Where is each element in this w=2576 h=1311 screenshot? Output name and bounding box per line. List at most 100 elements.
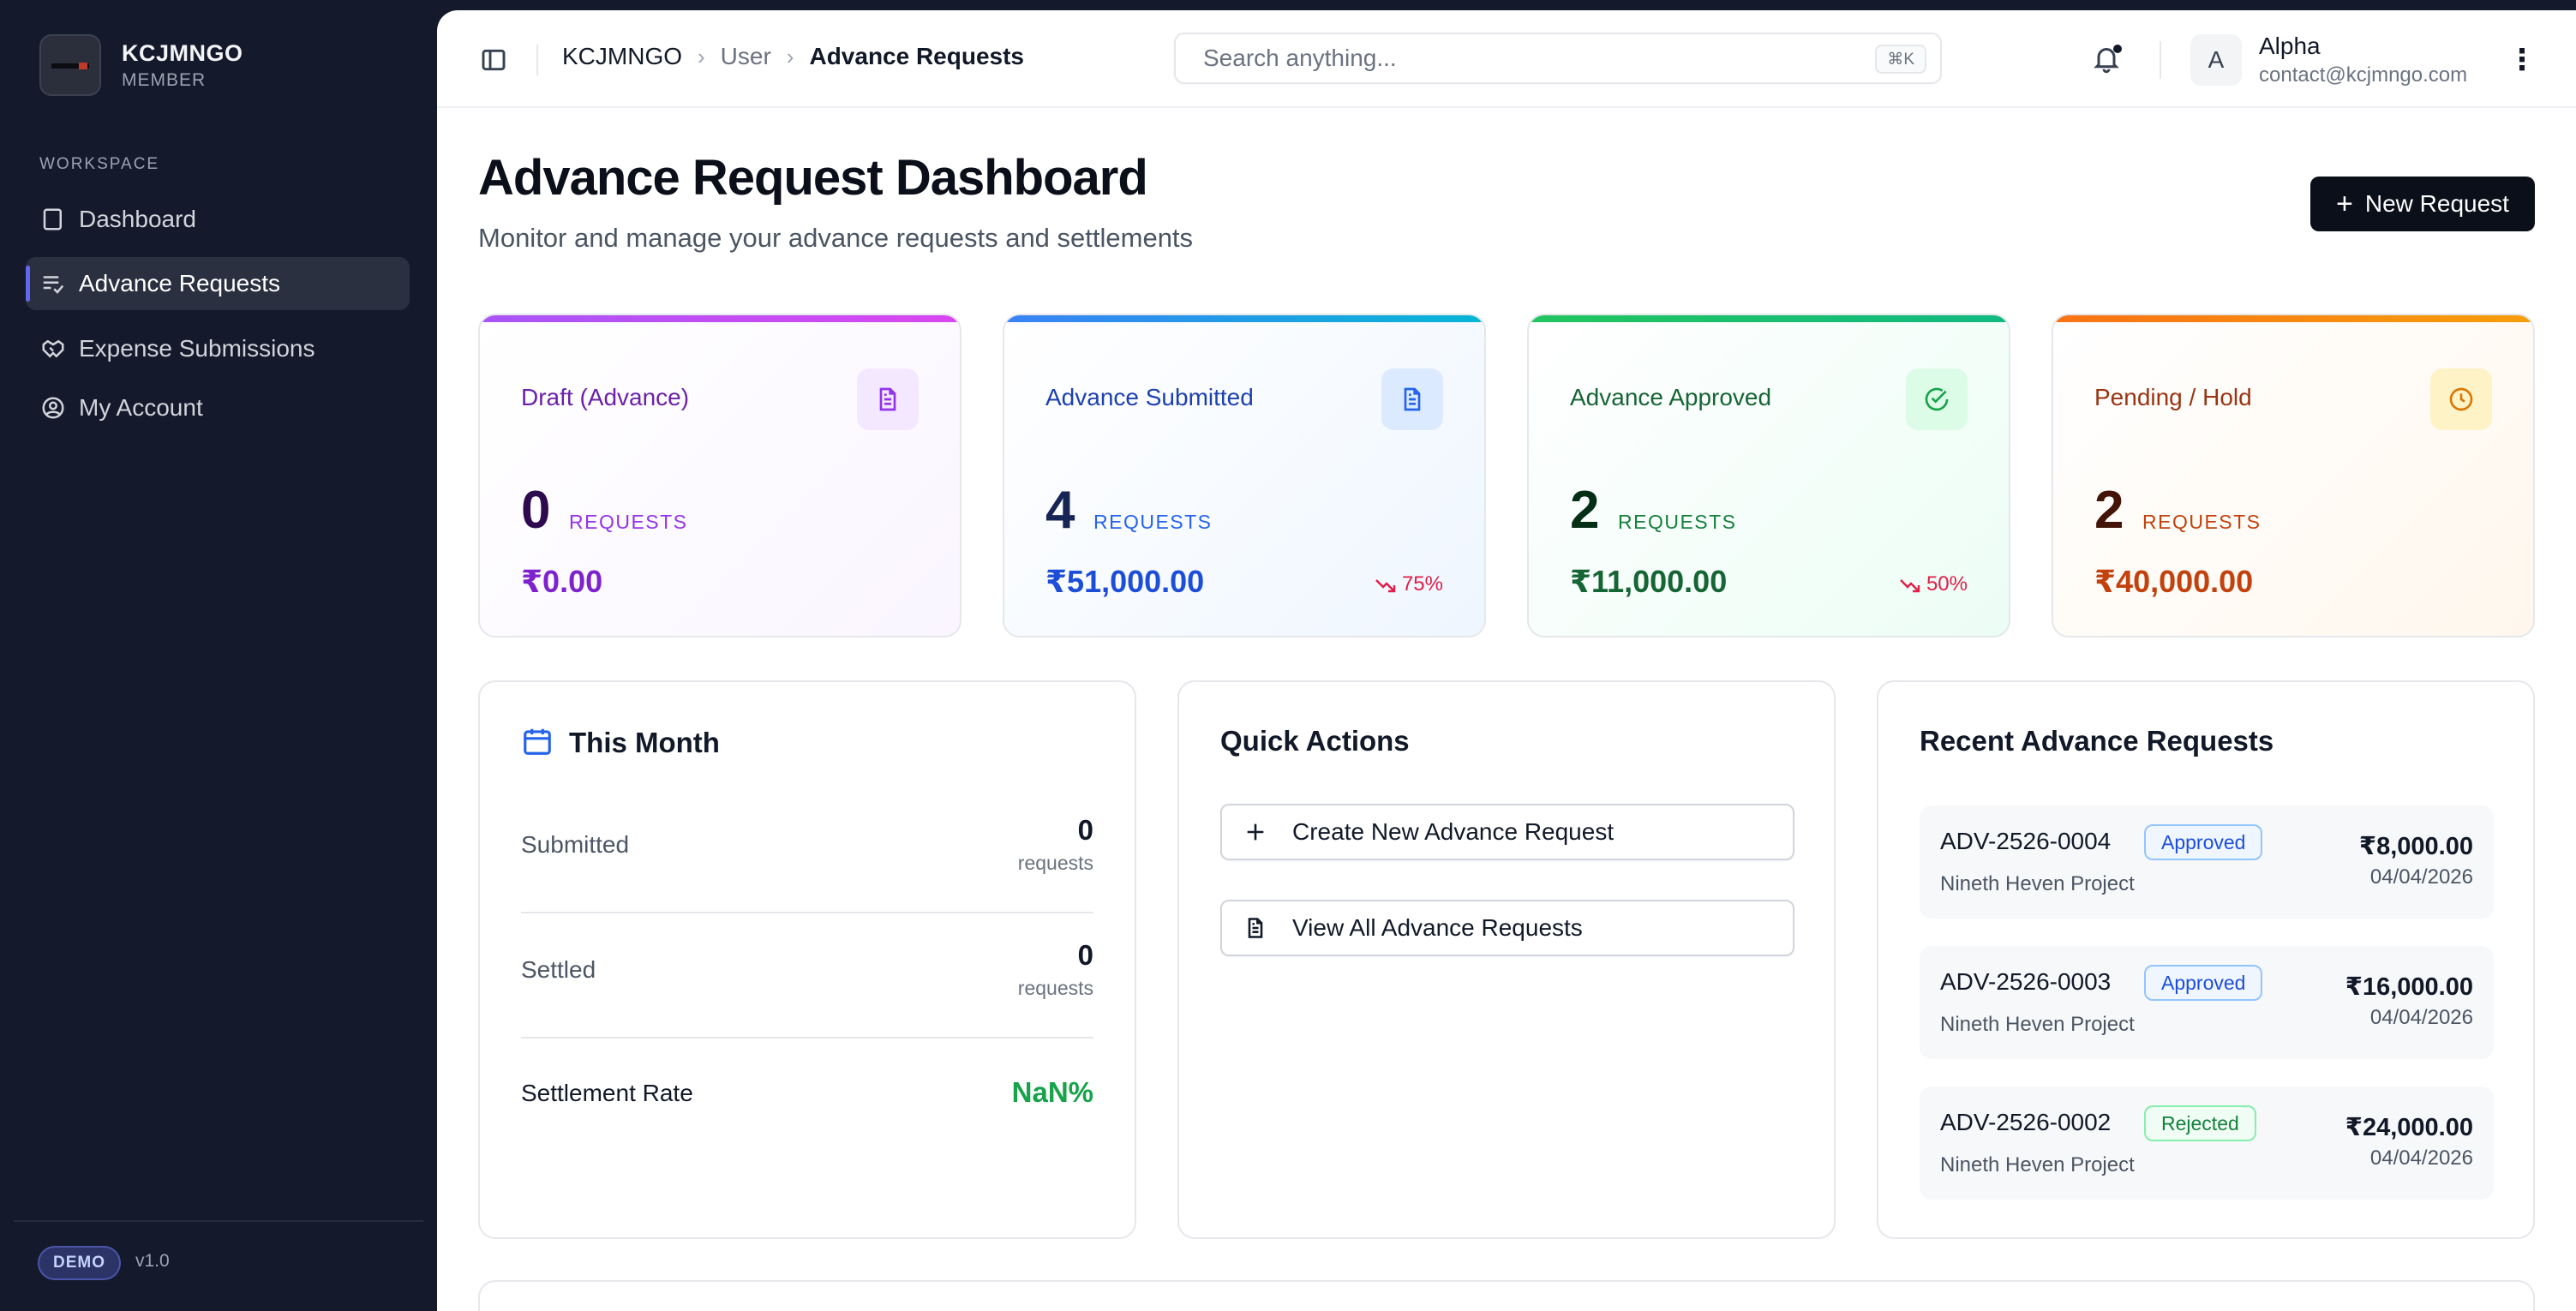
breadcrumb: KCJMNGO › User › Advance Requests xyxy=(562,43,1024,70)
brand-logo xyxy=(39,34,101,96)
sidebar-item-my-account[interactable]: My Account xyxy=(26,381,410,434)
stat-label: Advance Approved xyxy=(1570,384,1772,410)
panel-title: Quick Actions xyxy=(1220,725,1410,757)
sidebar-item-dashboard[interactable]: Dashboard xyxy=(26,193,410,246)
status-badge: Approved xyxy=(2144,824,2263,860)
settlement-rate-label: Settlement Rate xyxy=(521,1080,693,1106)
stat-count: 2 xyxy=(2094,481,2124,540)
chevron-right-icon: › xyxy=(786,43,794,69)
calendar-icon xyxy=(521,725,554,757)
demo-badge: DEMO xyxy=(38,1246,121,1280)
breadcrumb-item[interactable]: KCJMNGO xyxy=(562,43,682,69)
request-id: ADV-2526-0004 xyxy=(1940,828,2112,854)
sidebar-divider xyxy=(14,1220,423,1222)
button-label: View All Advance Requests xyxy=(1292,914,1583,941)
list-check-icon xyxy=(39,270,67,297)
request-project: Nineth Heven Project xyxy=(1940,872,2135,895)
month-row-value: 0 xyxy=(1077,939,1093,971)
user-circle-icon xyxy=(39,394,67,422)
list-item[interactable]: ADV-2526-0003 Approved Nineth Heven Proj… xyxy=(1920,946,2494,1059)
this-month-panel: This Month Submitted 0 requests Settled … xyxy=(478,680,1136,1239)
sidebar-item-label: Dashboard xyxy=(79,206,196,232)
status-badge: Approved xyxy=(2144,965,2263,1001)
view-all-advance-requests-button[interactable]: View All Advance Requests xyxy=(1220,900,1794,956)
search-input[interactable]: Search anything... ⌘K xyxy=(1174,33,1942,84)
request-amount: ₹24,000.00 xyxy=(2345,1114,2473,1141)
stat-card-approved[interactable]: Advance Approved 2 REQUESTS ₹11,000.00 5… xyxy=(1527,314,2010,638)
divider xyxy=(2160,41,2161,79)
brand[interactable]: KCJMNGO MEMBER xyxy=(39,34,243,96)
stat-label: Pending / Hold xyxy=(2094,384,2252,410)
request-project: Nineth Heven Project xyxy=(1940,1153,2135,1176)
sidebar-item-label: My Account xyxy=(79,394,203,421)
topbar: KCJMNGO › User › Advance Requests Search… xyxy=(437,10,2576,108)
stat-unit: REQUESTS xyxy=(1093,511,1213,533)
recent-requests-panel: Recent Advance Requests ADV-2526-0004 Ap… xyxy=(1877,680,2535,1239)
notification-bell-icon[interactable] xyxy=(2091,43,2125,77)
request-id: ADV-2526-0003 xyxy=(1940,968,2112,995)
chevron-right-icon: › xyxy=(698,43,705,69)
stat-trend-value: 50% xyxy=(1926,572,1968,596)
stat-amount: ₹40,000.00 xyxy=(2094,564,2254,599)
new-request-button[interactable]: + New Request xyxy=(2310,177,2535,231)
avatar[interactable]: A xyxy=(2190,34,2242,86)
search-shortcut: ⌘K xyxy=(1875,45,1926,74)
trending-down-icon xyxy=(1375,579,1396,593)
stat-unit: REQUESTS xyxy=(569,511,688,533)
panel-title: Recent Advance Requests xyxy=(1920,725,2274,757)
page-subtitle: Monitor and manage your advance requests… xyxy=(478,223,1194,253)
search-placeholder: Search anything... xyxy=(1203,45,1397,71)
panel-title: This Month xyxy=(569,727,720,758)
square-icon xyxy=(39,206,67,233)
user-email: contact@kcjmngo.com xyxy=(2259,63,2468,87)
list-item[interactable]: ADV-2526-0002 Rejected Nineth Heven Proj… xyxy=(1920,1087,2494,1200)
brand-name: KCJMNGO xyxy=(122,39,243,66)
user-name: Alpha xyxy=(2259,33,2321,59)
stat-unit: REQUESTS xyxy=(2142,511,2261,533)
document-icon xyxy=(1243,915,1268,941)
main-content: KCJMNGO › User › Advance Requests Search… xyxy=(437,10,2576,1311)
divider xyxy=(521,912,1093,913)
list-item[interactable]: ADV-2526-0004 Approved Nineth Heven Proj… xyxy=(1920,805,2494,919)
plus-icon: + xyxy=(2336,187,2353,220)
request-date: 04/04/2026 xyxy=(2369,1006,2473,1029)
create-advance-request-button[interactable]: Create New Advance Request xyxy=(1220,804,1794,860)
sidebar-item-advance-requests[interactable]: Advance Requests xyxy=(26,257,410,310)
divider xyxy=(536,45,538,75)
stat-amount: ₹0.00 xyxy=(521,564,603,599)
breadcrumb-current: Advance Requests xyxy=(809,43,1025,69)
sidebar: KCJMNGO MEMBER WORKSPACE Dashboard Advan… xyxy=(0,0,437,1311)
more-options-icon[interactable]: ⋮ xyxy=(2507,44,2537,76)
request-date: 04/04/2026 xyxy=(2369,865,2473,889)
stat-label: Draft (Advance) xyxy=(521,384,690,410)
stat-unit: REQUESTS xyxy=(1618,511,1737,533)
sidebar-item-expense-submissions[interactable]: Expense Submissions xyxy=(26,322,410,375)
brand-role: MEMBER xyxy=(122,69,207,90)
next-panel xyxy=(478,1280,2535,1311)
stat-card-pending[interactable]: Pending / Hold 2 REQUESTS ₹40,000.00 xyxy=(2052,314,2535,638)
sidebar-item-label: Expense Submissions xyxy=(79,335,315,362)
stat-count: 0 xyxy=(521,481,551,540)
sidebar-toggle-icon[interactable] xyxy=(480,46,507,74)
stat-label: Advance Submitted xyxy=(1045,384,1254,410)
handshake-icon xyxy=(39,335,67,362)
clock-icon xyxy=(2430,368,2492,430)
button-label: Create New Advance Request xyxy=(1292,818,1614,845)
document-icon xyxy=(1381,368,1443,430)
stat-card-draft[interactable]: Draft (Advance) 0 REQUESTS ₹0.00 xyxy=(478,314,962,638)
plus-icon xyxy=(1243,819,1268,845)
request-id: ADV-2526-0002 xyxy=(1940,1109,2112,1135)
page-title: Advance Request Dashboard xyxy=(478,150,1148,206)
month-row-value: 0 xyxy=(1077,814,1093,846)
new-request-label: New Request xyxy=(2364,190,2509,217)
stat-trend: 50% xyxy=(1899,572,1968,596)
month-row-unit: requests xyxy=(1017,977,1093,999)
notification-dot xyxy=(2113,45,2122,53)
request-date: 04/04/2026 xyxy=(2369,1146,2473,1170)
workspace-label: WORKSPACE xyxy=(39,155,160,173)
breadcrumb-item[interactable]: User xyxy=(720,43,771,69)
stat-count: 4 xyxy=(1045,481,1075,540)
request-amount: ₹16,000.00 xyxy=(2345,973,2473,1001)
stat-card-submitted[interactable]: Advance Submitted 4 REQUESTS ₹51,000.00 … xyxy=(1003,314,1486,638)
settlement-rate-value: NaN% xyxy=(1011,1076,1093,1108)
